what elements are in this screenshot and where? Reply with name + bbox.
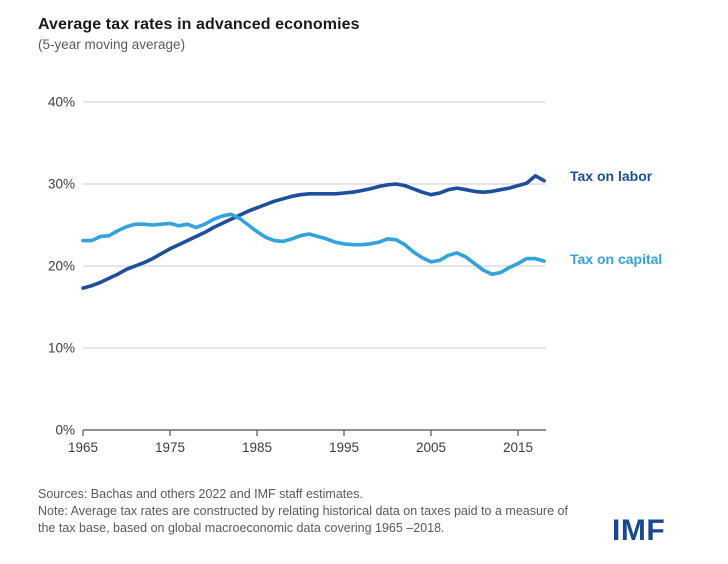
imf-logo: IMF xyxy=(612,514,666,547)
x-tick-label-2005: 2005 xyxy=(416,440,446,455)
x-tick-label-1975: 1975 xyxy=(155,440,185,455)
legend-label-tax-on-labor: Tax on labor xyxy=(570,168,653,184)
sources-text: Sources: Bachas and others 2022 and IMF … xyxy=(38,487,363,501)
x-tick-label-1965: 1965 xyxy=(68,440,98,455)
series-line-tax-on-labor xyxy=(81,174,546,290)
y-tick-label-0: 0% xyxy=(55,423,75,438)
y-tick-label-30: 30% xyxy=(48,177,75,192)
series-line-tax-on-capital xyxy=(81,212,546,276)
note-text: Note: Average tax rates are constructed … xyxy=(38,504,568,535)
x-tick-label-1985: 1985 xyxy=(242,440,272,455)
x-tick-label-2015: 2015 xyxy=(503,440,533,455)
chart-footer: Sources: Bachas and others 2022 and IMF … xyxy=(38,486,586,537)
x-tick-label-1995: 1995 xyxy=(329,440,359,455)
legend-label-tax-on-capital: Tax on capital xyxy=(570,251,663,267)
y-tick-label-20: 20% xyxy=(48,259,75,274)
y-tick-label-40: 40% xyxy=(48,95,75,110)
chart-subtitle: (5-year moving average) xyxy=(38,37,186,52)
line-chart: 0% 10% 20% 30% 40% 1965 1975 1985 1995 2005 2015 xyxy=(48,95,546,455)
y-tick-label-10: 10% xyxy=(48,341,75,356)
chart-title: Average tax rates in advanced economies xyxy=(38,16,360,33)
